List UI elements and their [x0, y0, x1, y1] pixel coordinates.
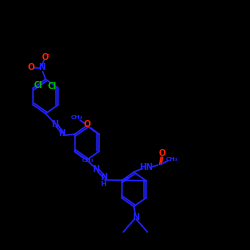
Text: H: H: [101, 181, 106, 187]
Text: N: N: [51, 120, 58, 129]
Text: N: N: [132, 213, 139, 222]
Text: O: O: [41, 53, 48, 62]
Text: CH₃: CH₃: [166, 157, 178, 162]
Text: Cl: Cl: [48, 82, 57, 91]
Text: CH₃: CH₃: [71, 115, 83, 120]
Text: -: -: [47, 52, 49, 57]
Text: CH₃: CH₃: [82, 158, 94, 162]
Text: N: N: [38, 63, 46, 72]
Text: O: O: [83, 120, 90, 129]
Text: O: O: [158, 149, 165, 158]
Text: Cl: Cl: [34, 81, 43, 90]
Text: O: O: [28, 63, 34, 72]
Text: HN: HN: [139, 163, 153, 172]
Text: N: N: [93, 166, 100, 174]
Text: N: N: [100, 173, 107, 182]
Text: N: N: [58, 129, 65, 138]
